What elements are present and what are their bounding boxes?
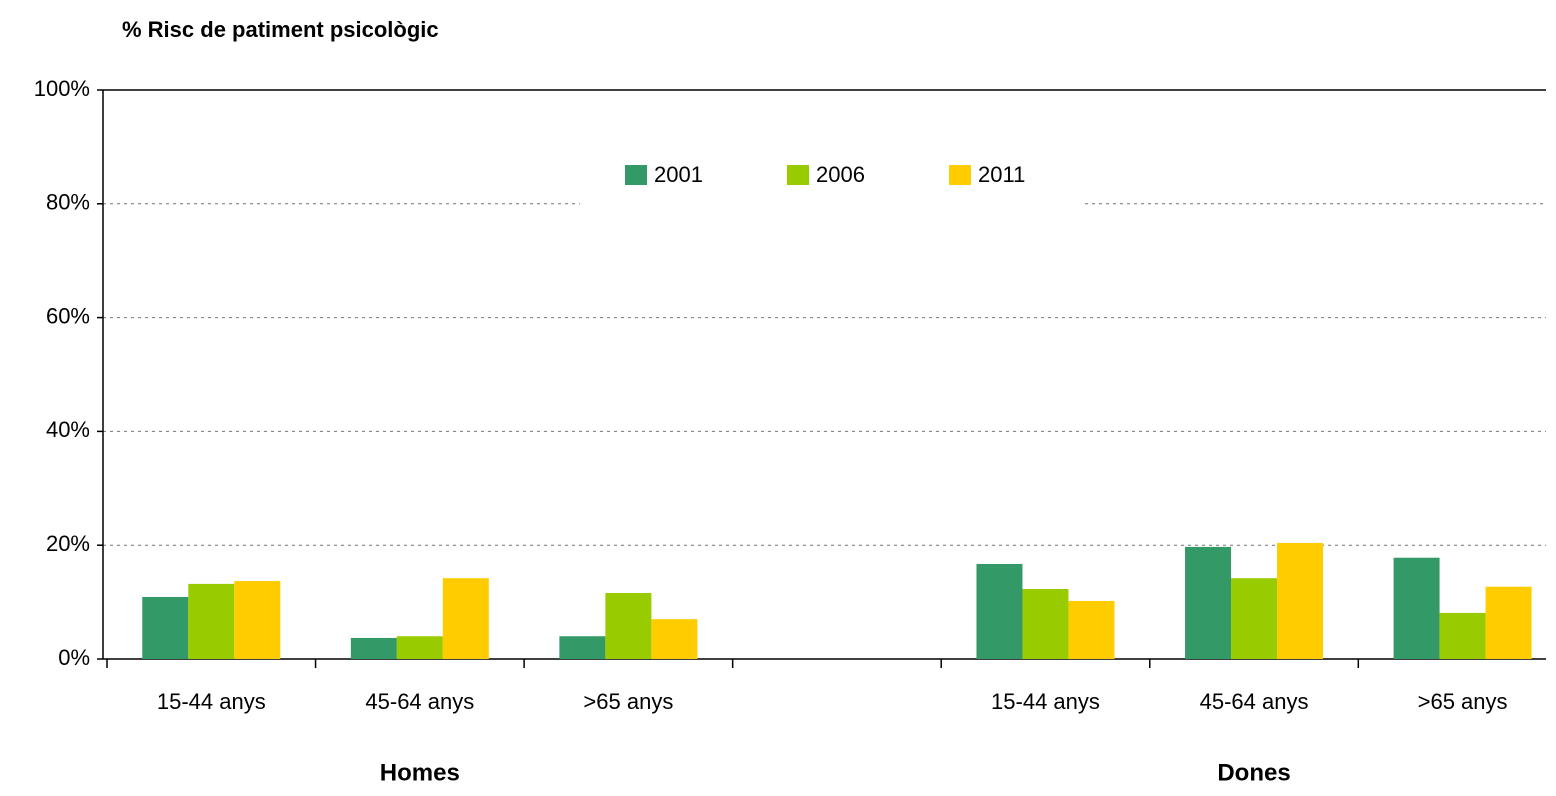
y-tick-label: 40% <box>46 417 90 442</box>
y-tick-label: 80% <box>46 190 90 215</box>
x-tick-label: 15-44 anys <box>157 689 266 714</box>
chart-title: % Risc de patiment psicològic <box>122 17 439 42</box>
y-tick-label: 0% <box>58 645 90 670</box>
group-label: Dones <box>1217 759 1290 786</box>
bar <box>1231 578 1278 659</box>
legend-label: 2006 <box>816 162 865 187</box>
bar <box>442 578 489 659</box>
x-tick-label: 45-64 anys <box>365 689 474 714</box>
y-tick-label: 60% <box>46 303 90 328</box>
legend-label: 2001 <box>654 162 703 187</box>
bar <box>559 636 606 659</box>
bar <box>1185 546 1232 659</box>
legend-swatch <box>949 165 971 185</box>
bar <box>1022 589 1069 659</box>
bar <box>1439 612 1486 659</box>
bar <box>651 619 698 659</box>
bar <box>142 596 189 659</box>
legend-swatch <box>787 165 809 185</box>
x-tick-label: 45-64 anys <box>1200 689 1309 714</box>
bar <box>605 592 652 659</box>
bar <box>976 563 1023 659</box>
bar <box>396 636 443 659</box>
x-tick-label: >65 anys <box>1418 689 1508 714</box>
y-tick-label: 100% <box>34 76 90 101</box>
x-tick-label: 15-44 anys <box>991 689 1100 714</box>
legend-swatch <box>625 165 647 185</box>
bar <box>350 637 397 659</box>
bar <box>1485 586 1532 659</box>
bar <box>1393 557 1440 659</box>
y-tick-label: 20% <box>46 531 90 556</box>
bar <box>1277 542 1324 659</box>
x-tick-label: >65 anys <box>583 689 673 714</box>
bar <box>188 583 235 659</box>
legend-label: 2011 <box>978 162 1025 187</box>
bar <box>234 581 281 659</box>
bar <box>1068 600 1115 659</box>
group-label: Homes <box>380 759 460 786</box>
